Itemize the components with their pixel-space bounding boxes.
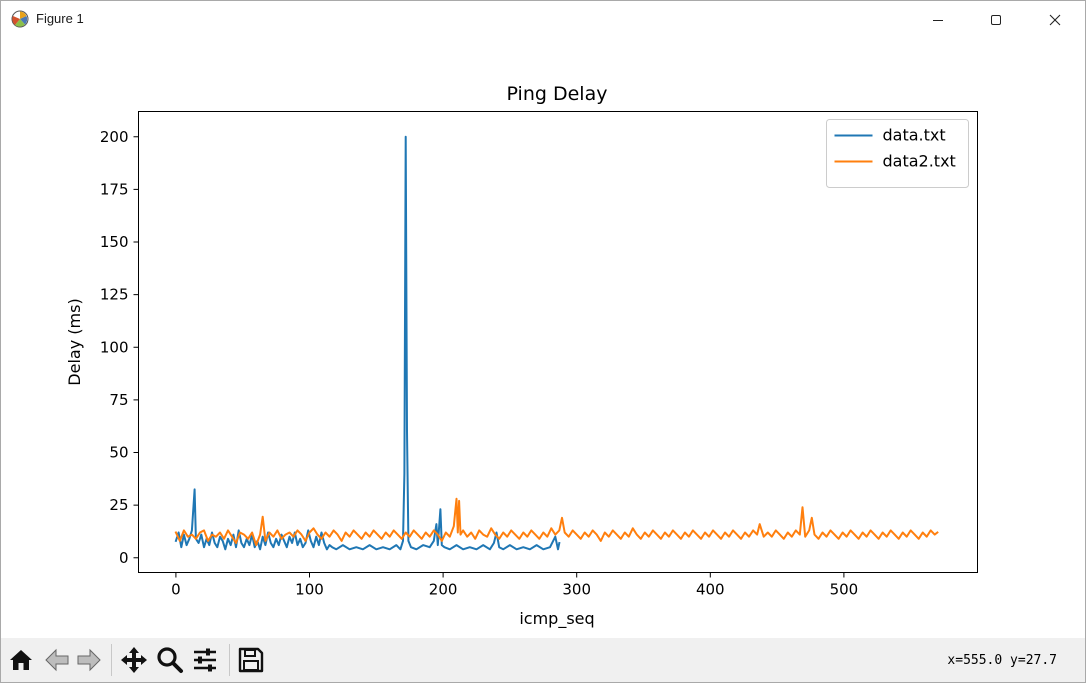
navigation-toolbar: x=555.0 y=27.7 [1,638,1085,682]
maximize-icon [991,14,1001,25]
legend-label: data.txt [883,126,946,145]
x-tick-label: 500 [830,581,859,599]
back-button[interactable] [41,644,73,676]
y-tick-label: 50 [109,444,128,462]
x-tick-label: 200 [429,581,458,599]
x-tick-label: 300 [562,581,591,599]
cursor-coordinates: x=555.0 y=27.7 [947,653,1057,668]
toolbar-separator [111,644,112,676]
window-title: Figure 1 [36,11,84,26]
configure-subplots-button[interactable] [189,644,221,676]
ping-delay-chart[interactable]: Ping Delay 0 100 200 300 400 500 0 25 50 75 100 12… [1,38,1085,638]
x-axis-label: icmp_seq [519,609,594,629]
forward-button[interactable] [73,644,105,676]
close-icon [1049,14,1061,25]
zoom-icon [157,647,183,673]
legend: data.txt data2.txt [826,119,969,188]
x-tick-label: 0 [171,581,181,599]
matplotlib-app-icon [11,10,29,28]
y-tick-label: 175 [100,180,129,198]
y-tick-label: 150 [100,233,129,251]
home-icon [10,650,32,670]
minimize-icon [933,19,943,21]
configure-subplots-icon [194,648,216,672]
y-tick-label: 125 [100,286,129,304]
x-tick-label: 400 [696,581,725,599]
series-line-2 [174,497,939,547]
pan-icon [121,647,147,673]
y-axis: 0 25 50 75 100 125 150 175 200 [100,128,139,567]
toolbar-separator [229,644,230,676]
y-tick-label: 0 [119,549,129,567]
y-axis-label: Delay (ms) [65,298,84,385]
back-icon [45,648,69,672]
legend-label: data2.txt [883,152,956,171]
series-line-1 [174,135,561,551]
y-tick-label: 25 [109,496,128,514]
series-layer [174,135,939,551]
y-tick-label: 200 [100,128,129,146]
x-axis: 0 100 200 300 400 500 [171,572,859,599]
save-icon [238,647,264,673]
zoom-button[interactable] [154,644,186,676]
maximize-button[interactable] [967,1,1025,38]
title-bar[interactable]: Figure 1 [1,1,1085,38]
pan-button[interactable] [118,644,150,676]
save-button[interactable] [235,644,267,676]
y-tick-label: 100 [100,338,129,356]
y-tick-label: 75 [109,391,128,409]
home-button[interactable] [5,644,37,676]
figure-canvas[interactable]: Ping Delay 0 100 200 300 400 500 0 25 50 75 100 12… [1,38,1085,638]
chart-title: Ping Delay [507,83,608,105]
axes-frame [138,111,978,573]
minimize-button[interactable] [909,1,967,38]
close-button[interactable] [1026,1,1084,38]
x-tick-label: 100 [295,581,324,599]
forward-icon [77,648,101,672]
